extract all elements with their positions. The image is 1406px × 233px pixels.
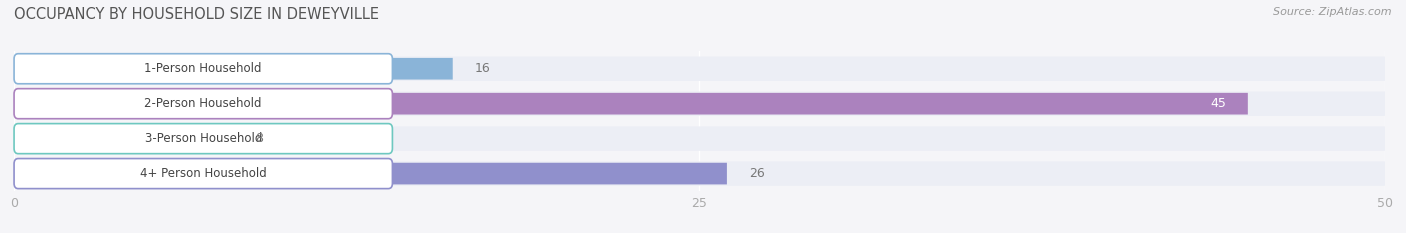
FancyBboxPatch shape	[14, 159, 392, 189]
Text: 26: 26	[749, 167, 765, 180]
Text: OCCUPANCY BY HOUSEHOLD SIZE IN DEWEYVILLE: OCCUPANCY BY HOUSEHOLD SIZE IN DEWEYVILL…	[14, 7, 380, 22]
FancyBboxPatch shape	[14, 123, 392, 154]
FancyBboxPatch shape	[14, 128, 233, 150]
FancyBboxPatch shape	[14, 58, 453, 80]
FancyBboxPatch shape	[14, 93, 1249, 115]
FancyBboxPatch shape	[14, 89, 392, 119]
Text: 2-Person Household: 2-Person Household	[145, 97, 262, 110]
FancyBboxPatch shape	[14, 127, 1385, 151]
Text: 45: 45	[1211, 97, 1226, 110]
FancyBboxPatch shape	[14, 57, 1385, 81]
FancyBboxPatch shape	[14, 92, 1385, 116]
FancyBboxPatch shape	[14, 54, 392, 84]
FancyBboxPatch shape	[14, 161, 1385, 186]
Text: 8: 8	[256, 132, 263, 145]
Text: 3-Person Household: 3-Person Household	[145, 132, 262, 145]
Text: 16: 16	[475, 62, 491, 75]
Text: 1-Person Household: 1-Person Household	[145, 62, 262, 75]
Text: Source: ZipAtlas.com: Source: ZipAtlas.com	[1274, 7, 1392, 17]
Text: 4+ Person Household: 4+ Person Household	[139, 167, 267, 180]
FancyBboxPatch shape	[14, 163, 727, 185]
